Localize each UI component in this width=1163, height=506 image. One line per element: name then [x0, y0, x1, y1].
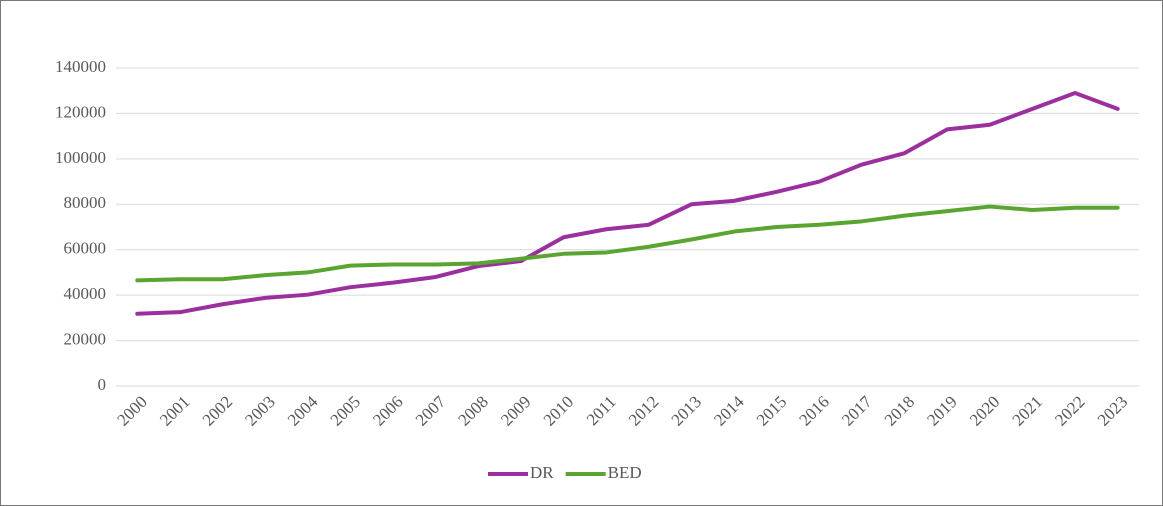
- y-tick-label: 60000: [64, 239, 107, 258]
- y-tick-label: 0: [98, 375, 107, 394]
- y-tick-label: 40000: [64, 284, 107, 303]
- y-tick-label: 20000: [64, 329, 107, 348]
- line-series: [135, 90, 1120, 316]
- y-tick-label: 120000: [55, 102, 106, 121]
- y-tick-label: 80000: [64, 193, 107, 212]
- legend-label: DR: [530, 463, 554, 482]
- legend-label: BED: [608, 463, 642, 482]
- y-tick-label: 100000: [55, 148, 106, 167]
- line-series: [135, 204, 1120, 283]
- y-tick-label: 140000: [55, 57, 106, 76]
